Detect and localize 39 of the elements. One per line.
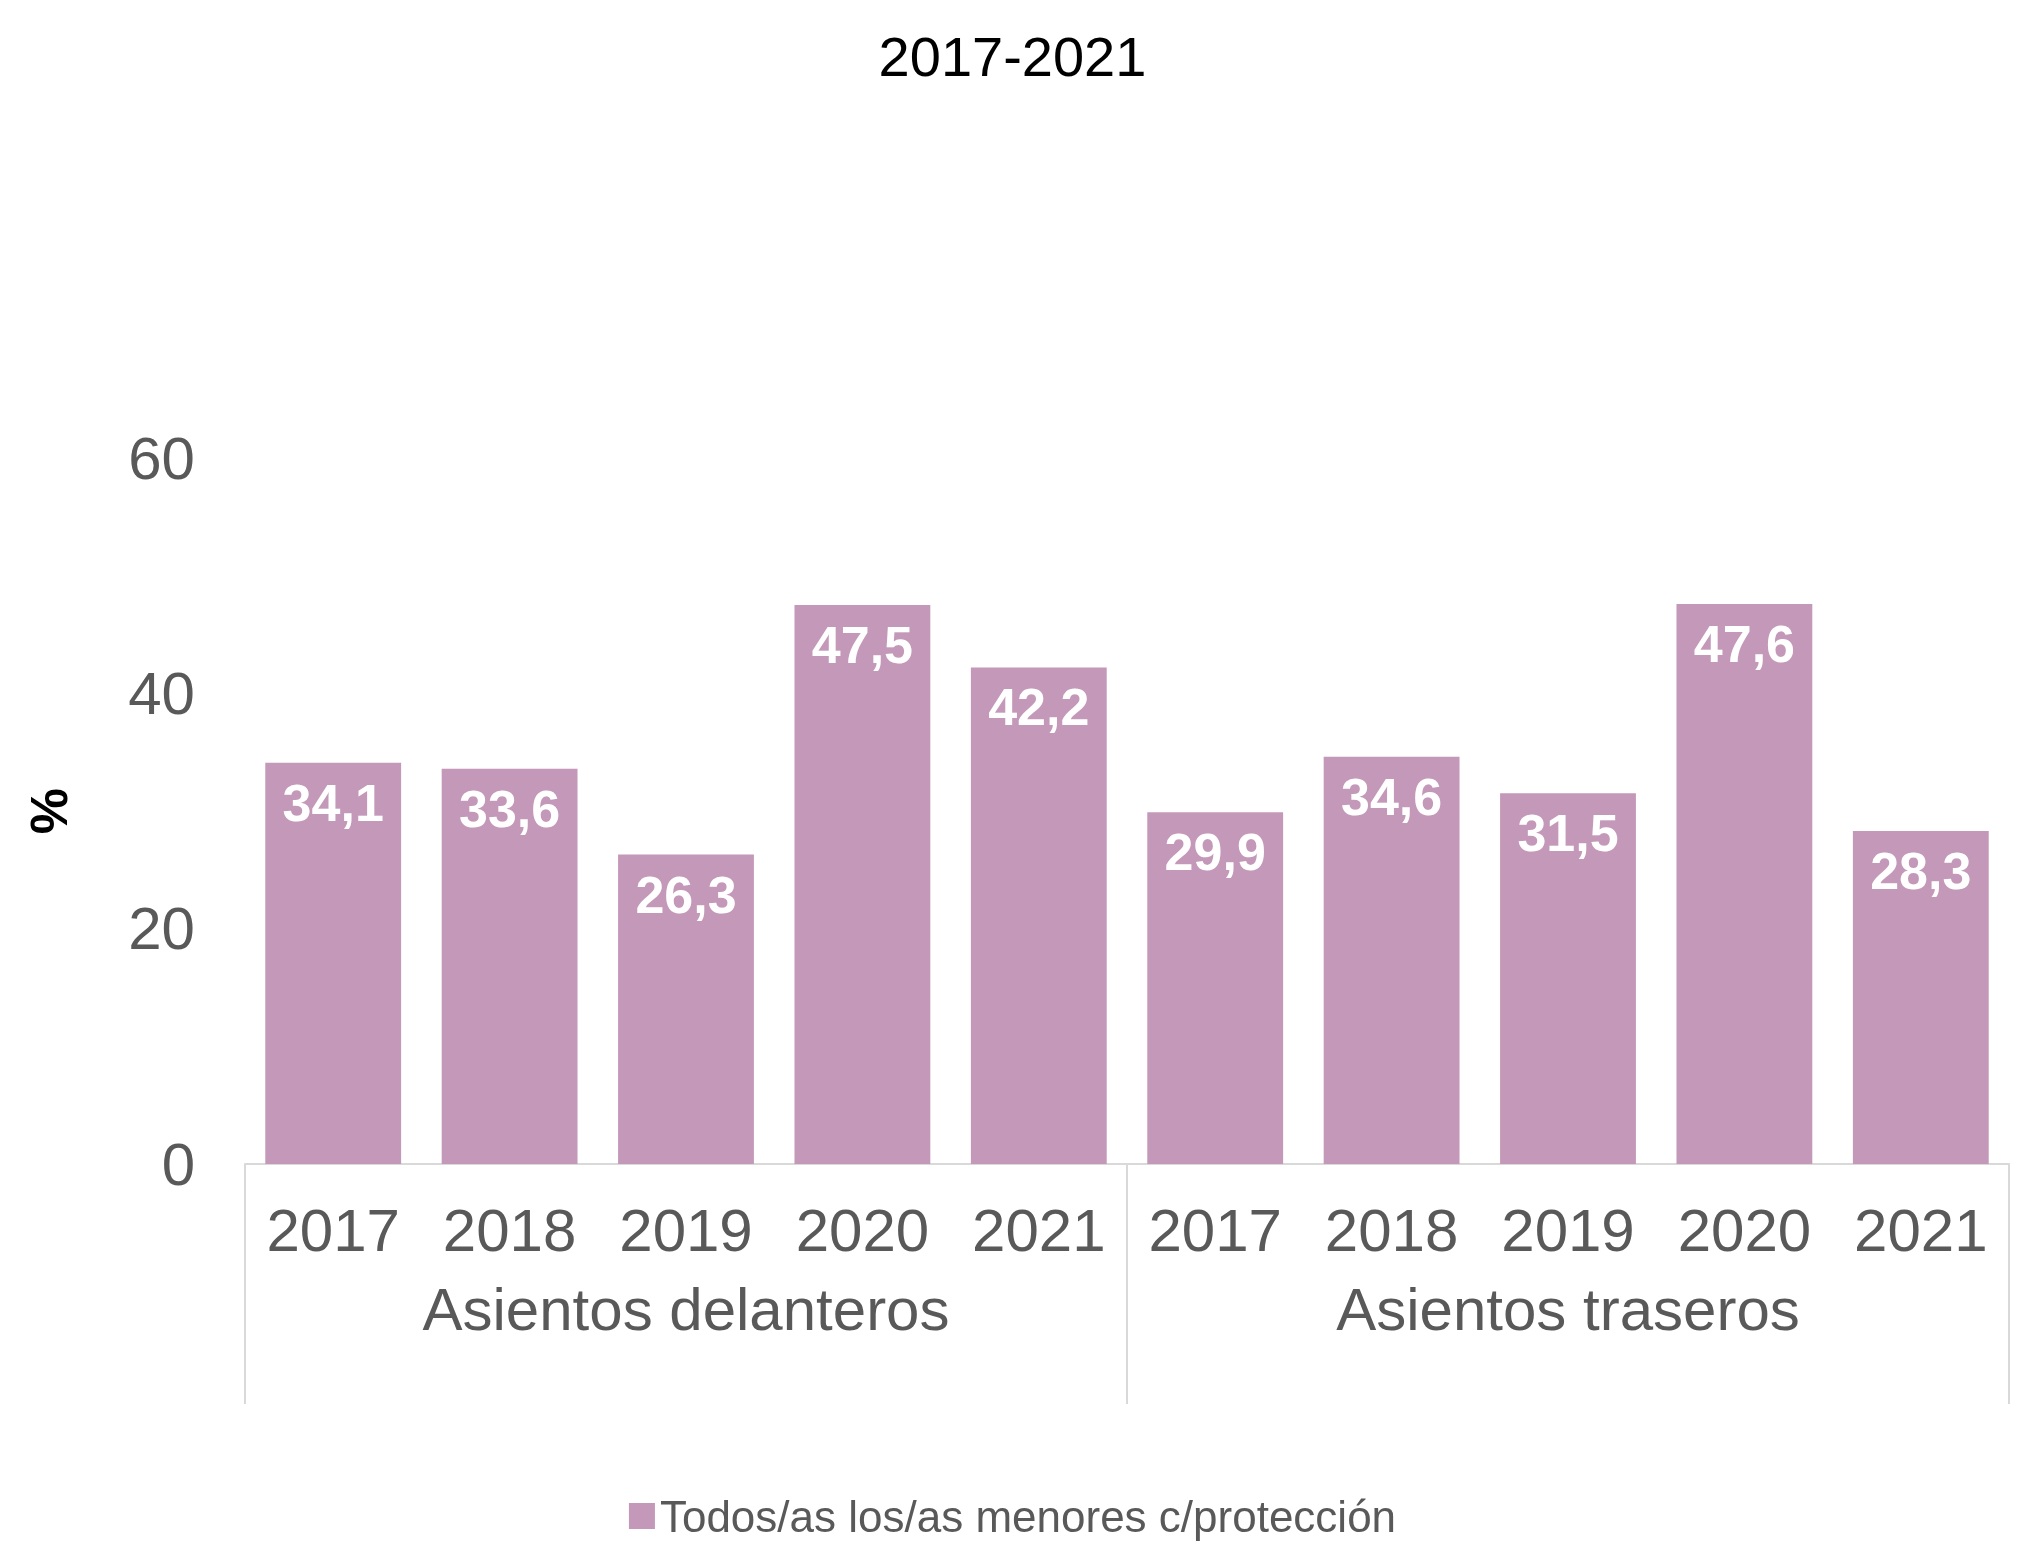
data-label: 42,2 [988,678,1090,737]
bar [1323,756,1460,1164]
x-tick-label: 2017 [1148,1196,1282,1264]
y-tick-label: 40 [128,659,195,727]
y-tick-label: 20 [128,895,195,963]
data-label: 34,1 [282,773,384,832]
bar [1676,603,1813,1164]
bar [265,762,402,1164]
y-tick-label: 0 [161,1130,195,1198]
data-label: 26,3 [635,865,737,924]
y-tick-label: 60 [128,424,195,492]
bar [970,667,1107,1164]
data-label: 33,6 [458,779,561,838]
x-tick-label: 2021 [972,1196,1106,1264]
x-tick-label: 2021 [1854,1196,1988,1264]
data-label: 28,3 [1870,842,1972,900]
x-tick-label: 2019 [1501,1196,1635,1264]
data-label: 34,6 [1340,767,1443,826]
x-tick-label: 2018 [442,1196,577,1264]
bar [1852,831,1989,1164]
bar [441,768,578,1164]
bar [1147,812,1284,1164]
bar [1500,793,1636,1164]
text: Asientos delanteros [422,1275,950,1343]
bar [794,605,931,1164]
y-axis-title: % [20,787,78,835]
x-tick-label: 2020 [795,1196,930,1264]
bar [618,854,754,1164]
text: Asientos traseros [1336,1275,1800,1343]
legend-label: Todos/as los/as menores c/protección [659,1491,1397,1541]
x-tick-label: 2019 [619,1196,753,1264]
chart-title: 2017-2021 [878,24,1147,88]
data-label: 47,5 [811,616,914,675]
data-label: 29,9 [1164,823,1266,882]
x-tick-label: 2018 [1324,1196,1459,1264]
x-tick-label: 2020 [1677,1196,1812,1264]
x-tick-label: 2017 [266,1196,400,1264]
data-label: 47,6 [1693,614,1796,673]
data-label: 31,5 [1517,804,1619,863]
